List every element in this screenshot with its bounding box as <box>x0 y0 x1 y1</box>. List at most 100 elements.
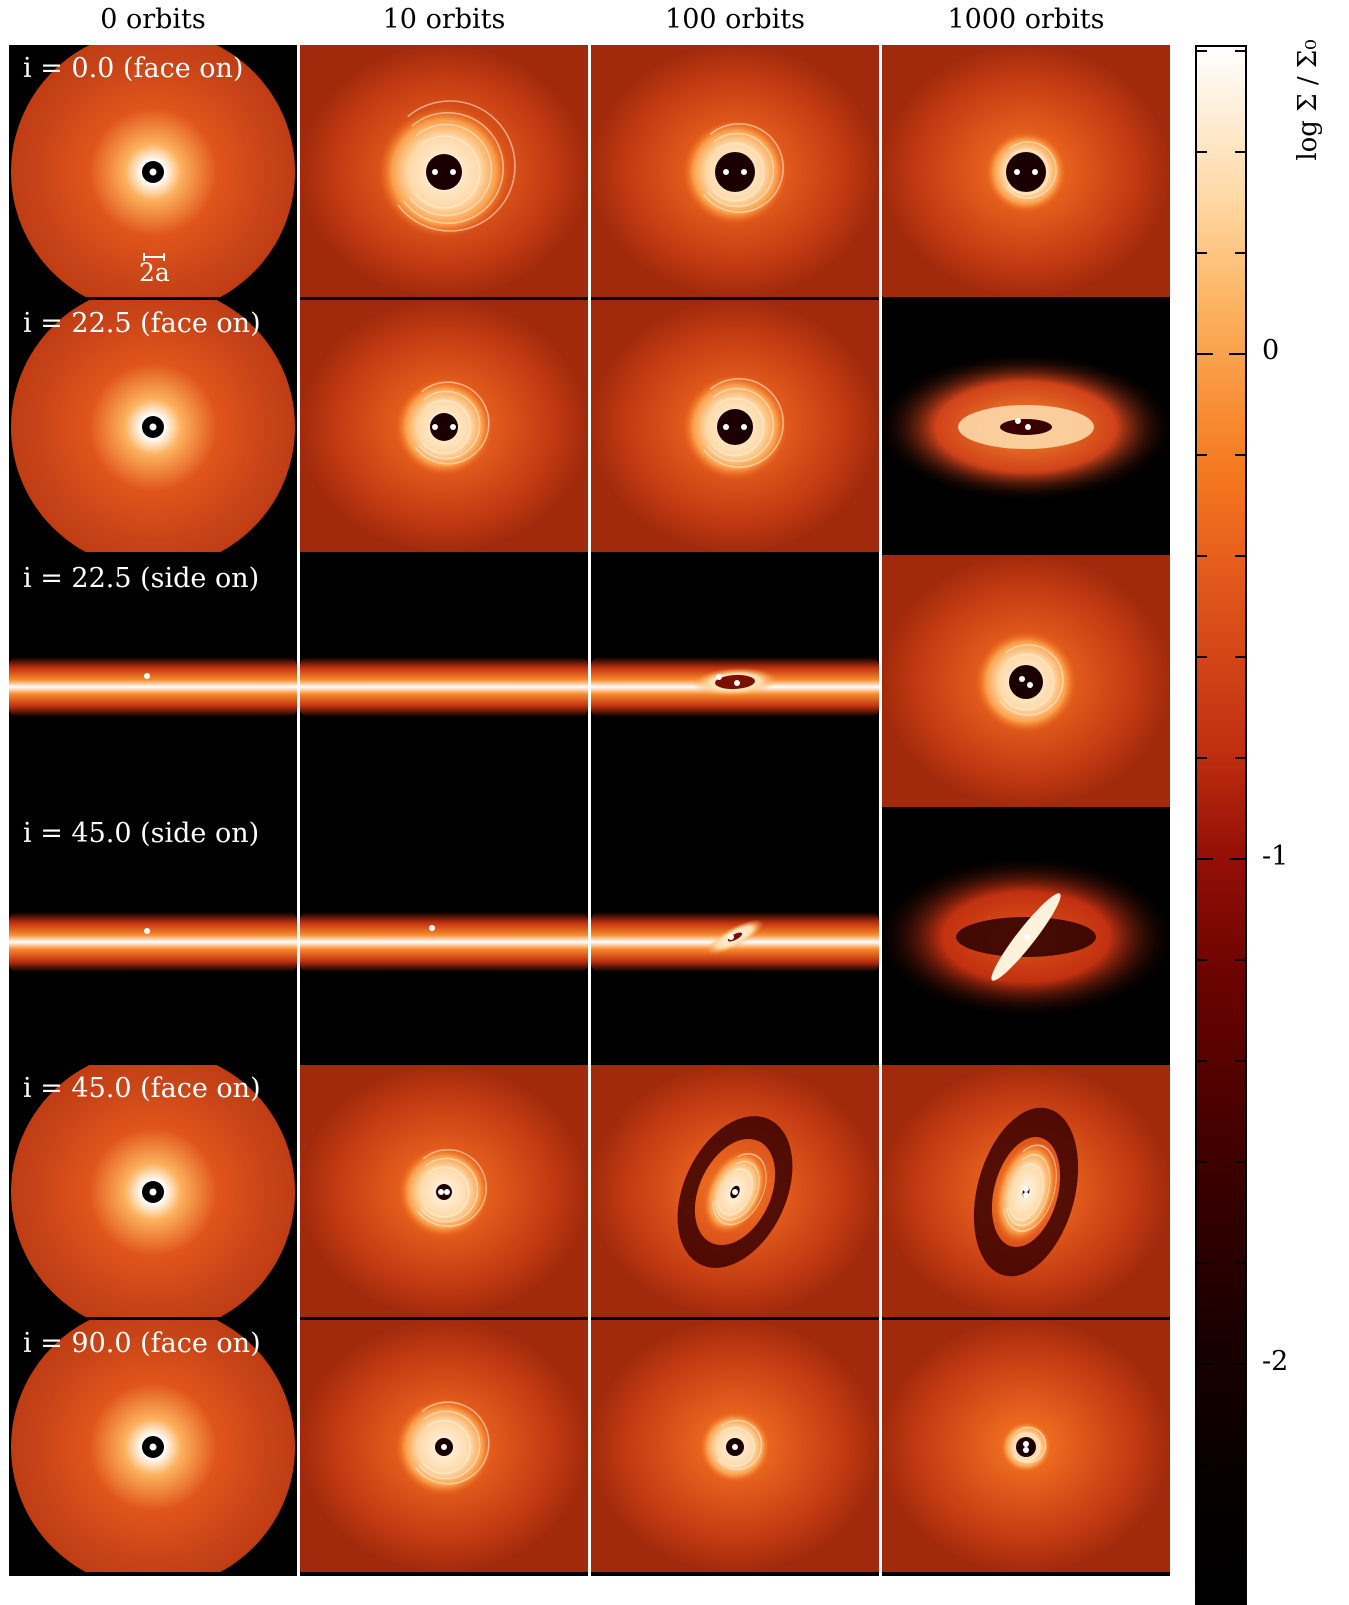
colorbar-tick <box>1235 757 1245 759</box>
binary-star <box>432 424 438 430</box>
colorbar-tick <box>1197 858 1213 860</box>
colorbar-tick <box>1197 757 1207 759</box>
panel-r3-c2 <box>591 810 879 1066</box>
colorbar-tick <box>1197 252 1207 254</box>
panel-r1-c2 <box>591 300 879 556</box>
binary-star <box>444 1189 450 1195</box>
panel-r4-c1 <box>300 1065 588 1321</box>
colorbar-tick <box>1235 151 1245 153</box>
binary-star <box>728 934 734 940</box>
binary-star <box>1023 1186 1029 1192</box>
colorbar-tick <box>1197 656 1207 658</box>
colorbar-tick <box>1229 1363 1245 1365</box>
panel-r3-c1 <box>300 810 588 1066</box>
colorbar-tick <box>1197 50 1207 52</box>
colorbar-tick <box>1197 1161 1207 1163</box>
side-on-disc <box>300 912 588 972</box>
binary-star <box>1015 418 1021 424</box>
binary-star <box>732 1444 738 1450</box>
colorbar-tick <box>1235 1262 1245 1264</box>
colorbar-tick <box>1235 1060 1245 1062</box>
panel-r3-c3 <box>882 810 1170 1066</box>
side-on-disc <box>9 657 297 717</box>
colorbar-tick-label: 0 <box>1262 335 1280 366</box>
panel-r4-c3 <box>882 1065 1170 1321</box>
panel-r5-c2 <box>591 1320 879 1576</box>
panel-r2-c3 <box>882 555 1170 811</box>
colorbar-tick <box>1235 50 1245 52</box>
colorbar <box>1195 45 1247 1605</box>
binary-star <box>149 1443 157 1451</box>
binary-star <box>429 925 435 931</box>
binary-star <box>741 424 747 430</box>
panel-r1-c0: i = 22.5 (face on) <box>9 300 297 556</box>
binary-star <box>1019 676 1025 682</box>
colorbar-tick <box>1197 353 1213 355</box>
colorbar-tick <box>1197 1060 1207 1062</box>
colorbar-tick <box>1197 454 1207 456</box>
panel-r4-c0: i = 45.0 (face on) <box>9 1065 297 1321</box>
panel-r4-c2 <box>591 1065 879 1321</box>
side-on-disc <box>300 657 588 717</box>
binary-star <box>1024 934 1030 940</box>
binary-star <box>1023 1192 1029 1198</box>
binary-star <box>723 424 729 430</box>
panel-r2-c2 <box>591 555 879 811</box>
colorbar-label: log Σ / Σ₀ <box>1293 39 1323 161</box>
panel-r1-c3 <box>882 300 1170 556</box>
binary-star <box>734 680 740 686</box>
binary-star <box>144 673 150 679</box>
row-label-3: i = 45.0 (side on) <box>23 818 260 849</box>
colorbar-tick <box>1197 1262 1207 1264</box>
binary-star <box>450 169 456 175</box>
panel-r2-c0: i = 22.5 (side on) <box>9 555 297 811</box>
colorbar-tick <box>1197 1565 1207 1567</box>
binary-star <box>741 169 747 175</box>
column-title-2: 100 orbits <box>665 4 805 35</box>
binary-star <box>1014 169 1020 175</box>
colorbar-tick <box>1197 1464 1207 1466</box>
colorbar-tick <box>1229 353 1245 355</box>
panel-r0-c3 <box>882 45 1170 301</box>
colorbar-tick <box>1235 1464 1245 1466</box>
colorbar-tick <box>1235 1565 1245 1567</box>
row-label-2: i = 22.5 (side on) <box>23 563 260 594</box>
binary-star <box>732 1189 738 1195</box>
binary-star <box>1023 1441 1029 1447</box>
colorbar-tick <box>1197 1363 1213 1365</box>
colorbar-tick <box>1229 858 1245 860</box>
colorbar-tick <box>1197 959 1207 961</box>
colorbar-tick <box>1235 252 1245 254</box>
colorbar-tick <box>1235 454 1245 456</box>
binary-star <box>149 423 157 431</box>
panel-r5-c0: i = 90.0 (face on) <box>9 1320 297 1576</box>
binary-star <box>1023 1447 1029 1453</box>
binary-star <box>1032 169 1038 175</box>
panel-r0-c2 <box>591 45 879 301</box>
binary-star <box>723 169 729 175</box>
panel-r5-c1 <box>300 1320 588 1576</box>
side-on-disc <box>9 912 297 972</box>
binary-star <box>432 169 438 175</box>
column-title-3: 1000 orbits <box>947 4 1105 35</box>
scale-bar-label: 2a <box>139 258 170 287</box>
binary-star <box>716 674 722 680</box>
colorbar-tick-label: -2 <box>1262 1346 1289 1377</box>
colorbar-tick-label: -1 <box>1262 841 1289 872</box>
column-title-1: 10 orbits <box>382 4 506 35</box>
binary-star <box>149 168 157 176</box>
panel-r3-c0: i = 45.0 (side on) <box>9 810 297 1066</box>
colorbar-tick <box>1197 555 1207 557</box>
colorbar-tick <box>1197 151 1207 153</box>
binary-star <box>450 424 456 430</box>
colorbar-tick <box>1235 555 1245 557</box>
panel-r0-c0: i = 0.0 (face on) 2a <box>9 45 297 301</box>
panel-r2-c1 <box>300 555 588 811</box>
binary-star <box>1025 424 1031 430</box>
row-label-1: i = 22.5 (face on) <box>23 308 261 339</box>
column-title-0: 0 orbits <box>100 4 206 35</box>
binary-star <box>441 1444 447 1450</box>
row-label-0: i = 0.0 (face on) <box>23 53 244 84</box>
binary-star <box>144 928 150 934</box>
panel-r0-c1 <box>300 45 588 301</box>
